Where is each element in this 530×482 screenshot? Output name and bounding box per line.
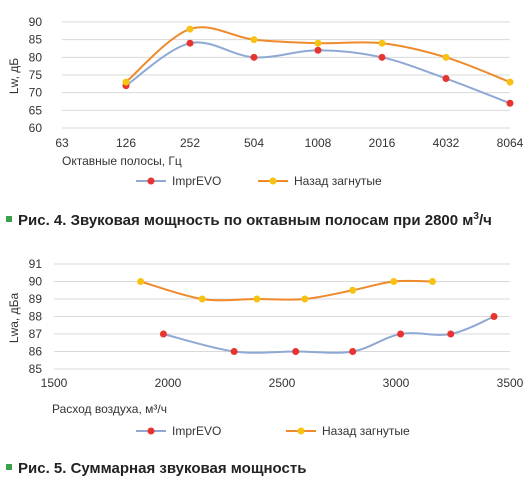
y-tick-label: 87	[29, 327, 43, 341]
data-point	[349, 348, 357, 355]
data-point	[250, 36, 258, 44]
x-tick-label: 3000	[383, 376, 410, 390]
data-point	[186, 25, 194, 33]
x-axis-label: Октавные полосы, Гц	[62, 154, 182, 168]
x-tick-label: 4032	[433, 136, 460, 150]
data-point	[447, 330, 455, 338]
data-point	[390, 278, 398, 285]
x-tick-label: 504	[244, 136, 264, 150]
x-tick-label: 126	[116, 136, 136, 150]
data-point	[378, 53, 386, 61]
data-point	[378, 39, 386, 47]
data-point	[314, 46, 322, 54]
x-tick-label: 63	[55, 136, 69, 150]
figure-5-caption: Рис. 5. Суммарная звуковая мощность	[6, 460, 306, 477]
data-point	[137, 278, 145, 285]
data-point	[506, 99, 514, 107]
data-point	[186, 39, 194, 47]
x-tick-label: 2000	[155, 376, 182, 390]
x-tick-label: 3500	[497, 376, 524, 390]
legend: ImprEVO Назад загнутые	[136, 174, 382, 188]
figure-4-caption: Рис. 4. Звуковая мощность по октавным по…	[6, 211, 492, 229]
data-point	[250, 53, 258, 61]
caption-bullet-icon	[6, 216, 12, 223]
y-tick-label: 90	[29, 15, 43, 29]
data-point	[442, 53, 450, 61]
chart-total-sound-power: 85 86 87 88 89 90 91 1500 2000 2500 3000 3500 Lwa,…	[7, 257, 524, 438]
series-line-backward-curved	[125, 26, 511, 83]
legend-label-imprevo: ImprEVO	[172, 424, 221, 438]
x-tick-label: 252	[180, 136, 200, 150]
data-point	[301, 295, 309, 303]
series-line-backward-curved	[140, 279, 433, 302]
y-tick-label: 60	[29, 121, 43, 135]
y-tick-label: 80	[29, 50, 43, 64]
y-axis-label: Lwa, дБа	[7, 293, 21, 344]
x-tick-label: 1008	[305, 136, 332, 150]
data-point	[428, 278, 436, 285]
x-tick-label: 2016	[369, 136, 396, 150]
y-tick-label: 85	[29, 362, 43, 376]
x-tick-label: 2500	[269, 376, 296, 390]
y-tick-label: 85	[29, 33, 43, 47]
y-tick-label: 70	[29, 86, 43, 100]
data-point	[314, 39, 322, 47]
chart-octave-bands: 60 65 70 75 80 85 90 63 126 252 504 1008 2016 4032 80…	[7, 15, 524, 188]
y-tick-label: 75	[29, 68, 43, 82]
data-point	[253, 295, 261, 303]
data-point	[230, 348, 238, 355]
x-axis-label: Расход воздуха, м³/ч	[52, 402, 167, 416]
legend: ImprEVO Назад загнутые	[136, 424, 410, 438]
legend-label-imprevo: ImprEVO	[172, 174, 221, 188]
data-point	[397, 330, 405, 338]
data-point	[506, 78, 514, 86]
data-point	[122, 78, 130, 86]
y-tick-label: 89	[29, 292, 43, 306]
y-tick-label: 88	[29, 310, 43, 324]
data-point	[490, 313, 498, 320]
x-tick-label: 1500	[41, 376, 68, 390]
y-tick-label: 65	[29, 103, 43, 117]
y-tick-label: 91	[29, 257, 43, 271]
data-point	[442, 75, 450, 83]
series-line-imprevo	[163, 315, 495, 354]
data-point	[159, 330, 167, 338]
data-point	[292, 348, 300, 355]
y-axis-label: Lw, дБ	[7, 58, 21, 94]
legend-label-backward-curved: Назад загнутые	[294, 174, 382, 188]
y-tick-label: 90	[29, 275, 43, 289]
x-tick-label: 8064	[497, 136, 524, 150]
legend-label-backward-curved: Назад загнутые	[322, 424, 410, 438]
data-point	[198, 295, 206, 303]
data-point	[349, 286, 357, 294]
y-tick-label: 86	[29, 345, 43, 359]
caption-bullet-icon	[6, 464, 12, 471]
